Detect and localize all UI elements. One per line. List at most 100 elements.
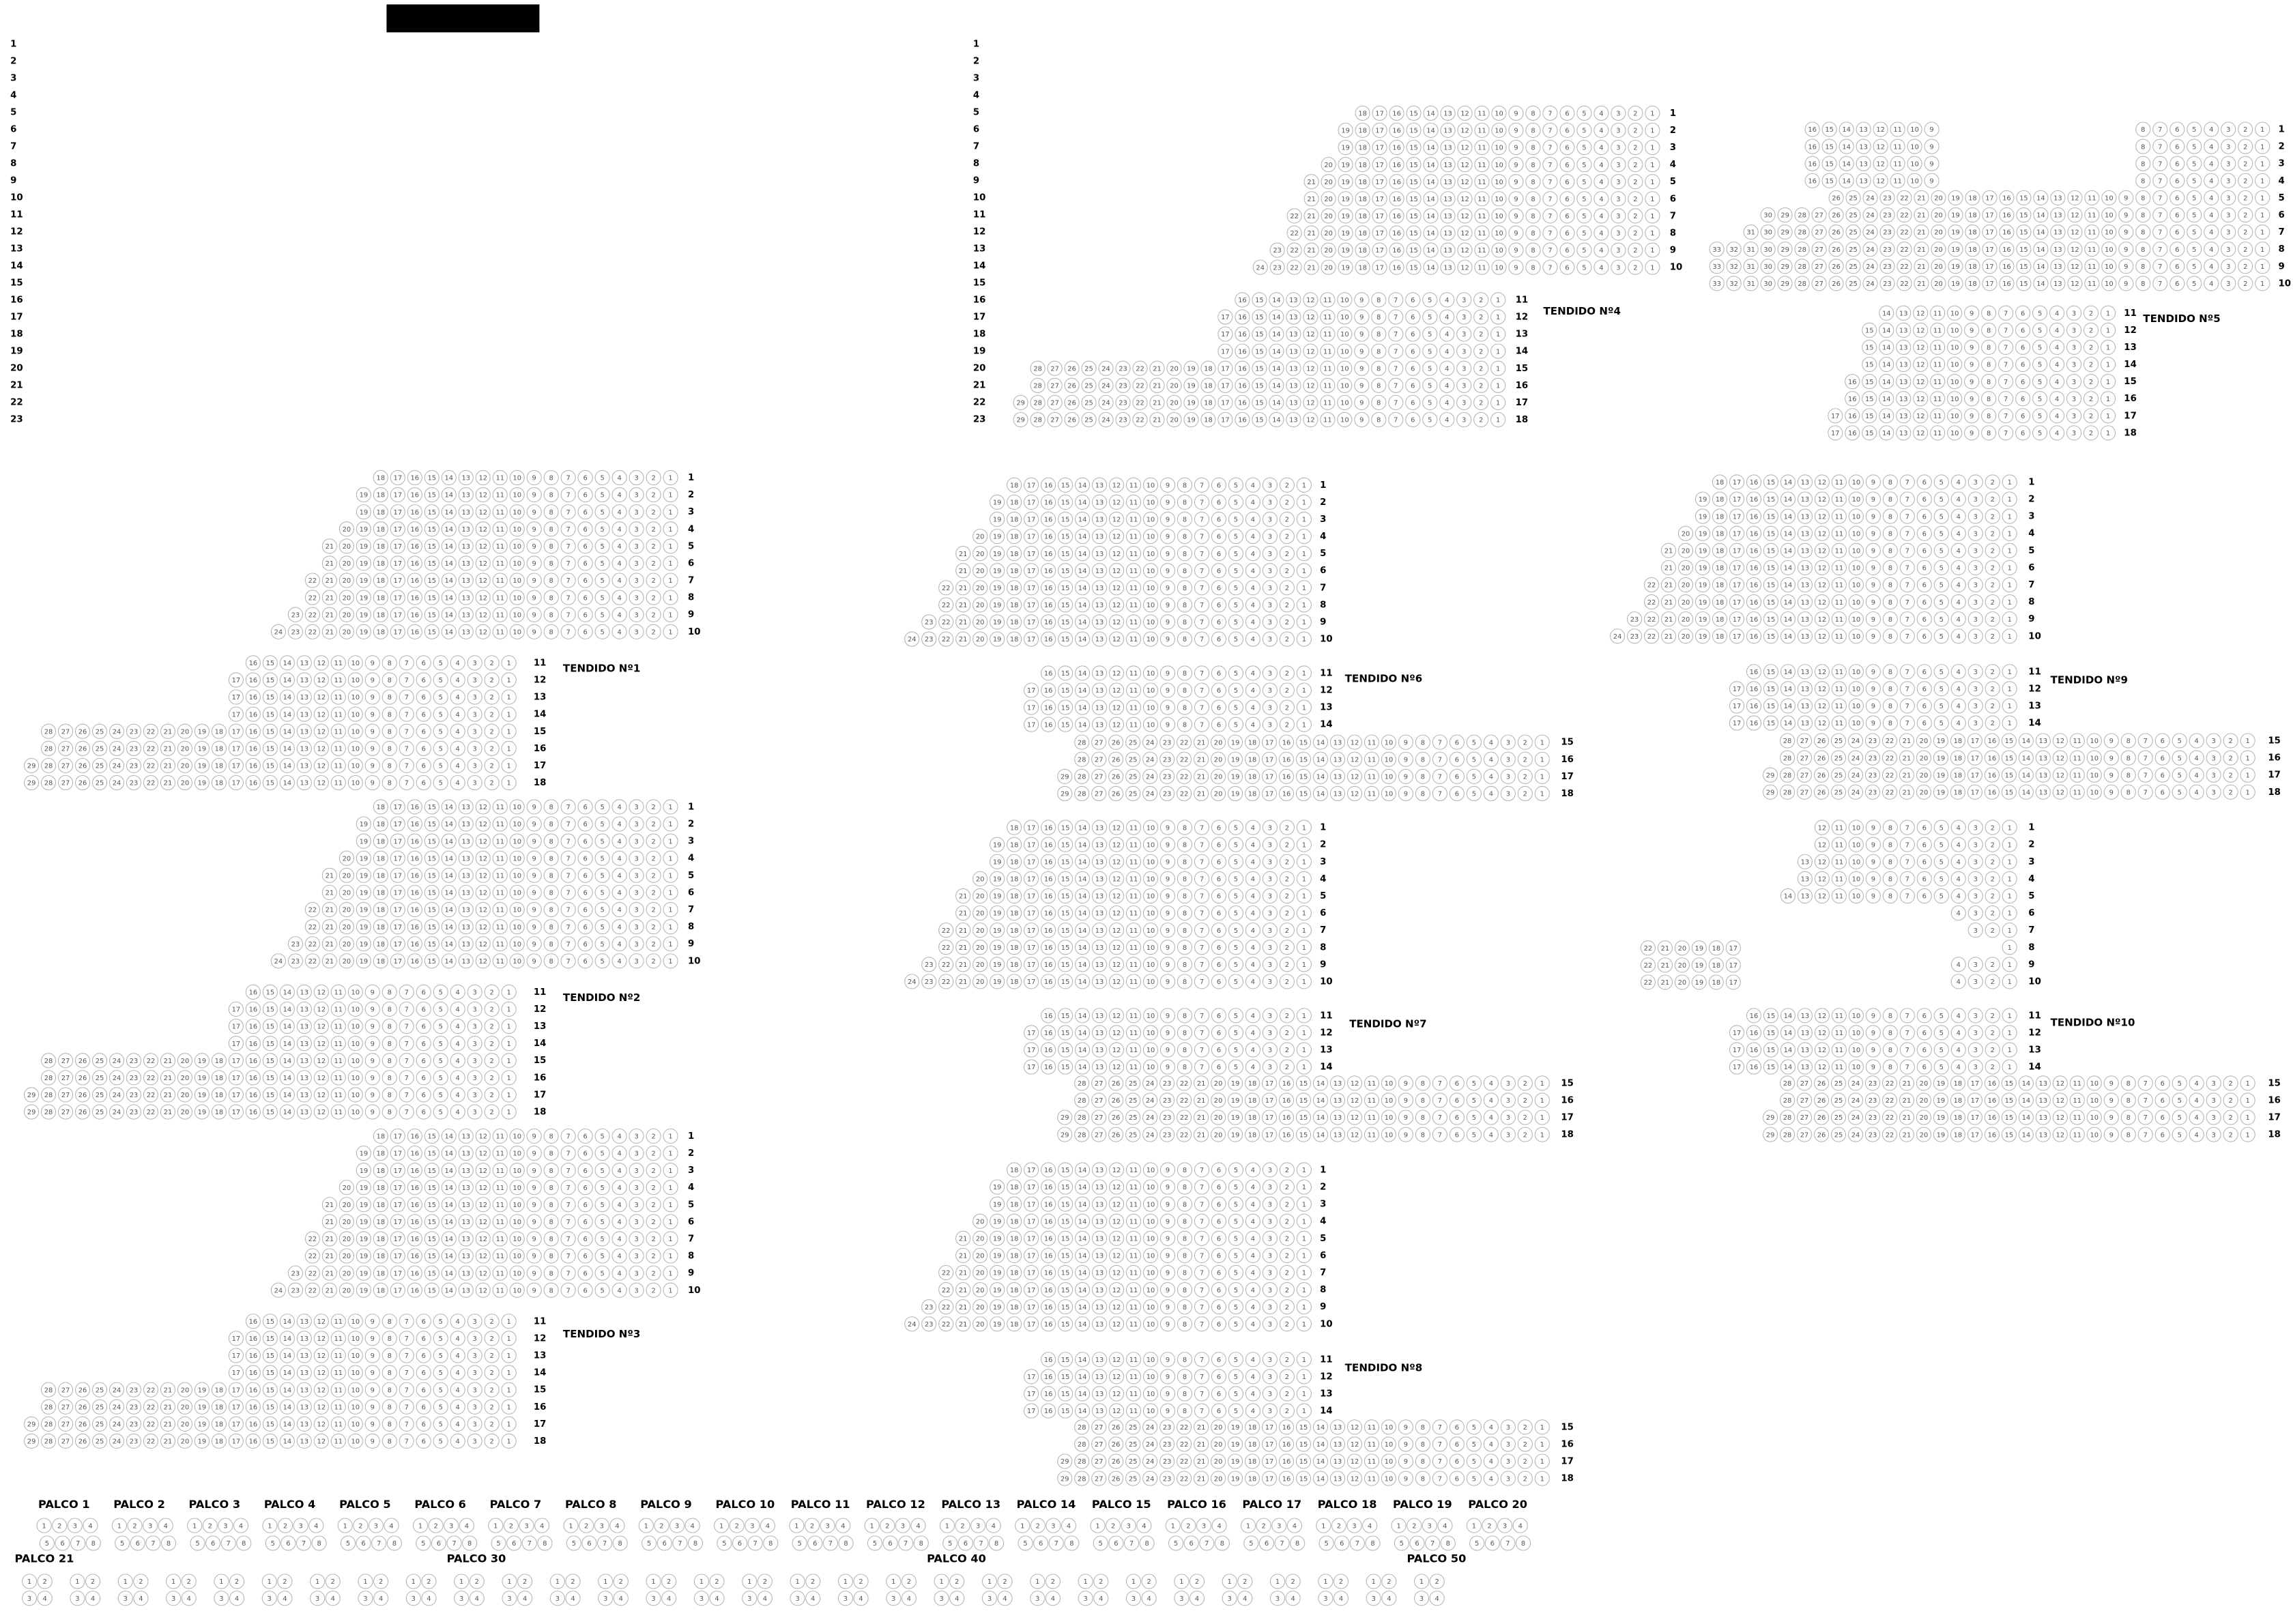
seat-number[interactable]: 6 bbox=[583, 1270, 588, 1277]
seat-number[interactable]: 2 bbox=[2243, 246, 2247, 254]
seat-number[interactable]: 5 bbox=[1234, 585, 1238, 592]
seat-number[interactable]: 8 bbox=[549, 872, 553, 880]
seat-number[interactable]: 6 bbox=[422, 1075, 426, 1082]
seat-number[interactable]: 10 bbox=[513, 907, 521, 914]
seat-number[interactable]: 25 bbox=[1849, 263, 1858, 271]
seat-number[interactable]: 5 bbox=[600, 1287, 604, 1294]
seat-number[interactable]: 10 bbox=[1495, 213, 1503, 220]
seat-number[interactable]: 25 bbox=[96, 1421, 104, 1429]
seat-number[interactable]: 25 bbox=[96, 728, 104, 736]
seat-number[interactable]: 12 bbox=[1460, 213, 1469, 220]
seat-number[interactable]: 15 bbox=[1825, 126, 1834, 134]
seat-number[interactable]: 3 bbox=[473, 1387, 477, 1394]
seat-number[interactable]: 2 bbox=[2243, 143, 2247, 151]
seat-number[interactable]: 16 bbox=[1392, 110, 1401, 117]
seat-number[interactable]: 7 bbox=[405, 1421, 409, 1429]
seat-number[interactable]: 12 bbox=[317, 1006, 326, 1014]
seat-number[interactable]: 22 bbox=[308, 1253, 317, 1260]
seat-number[interactable]: 7 bbox=[1394, 400, 1398, 407]
seat-number[interactable]: 10 bbox=[1495, 196, 1503, 203]
seat-number[interactable]: 13 bbox=[461, 924, 470, 931]
seat-number[interactable]: 4 bbox=[456, 660, 460, 667]
seat-number[interactable]: 10 bbox=[1146, 619, 1155, 626]
seat-number[interactable]: 7 bbox=[1394, 417, 1398, 424]
seat-number[interactable]: 17 bbox=[1221, 382, 1230, 390]
seat-number[interactable]: 23 bbox=[1163, 756, 1172, 764]
seat-number[interactable]: 7 bbox=[1394, 297, 1398, 304]
seat-number[interactable]: 21 bbox=[959, 619, 968, 626]
seat-number[interactable]: 2 bbox=[651, 611, 655, 619]
seat-number[interactable]: 1 bbox=[1302, 517, 1306, 524]
seat-number[interactable]: 18 bbox=[377, 1168, 386, 1175]
seat-number[interactable]: 23 bbox=[1119, 400, 1127, 407]
seat-number[interactable]: 16 bbox=[1808, 126, 1817, 134]
seat-number[interactable]: 2 bbox=[490, 728, 494, 736]
seat-number[interactable]: 20 bbox=[1324, 196, 1333, 203]
seat-number[interactable]: 26 bbox=[1832, 263, 1841, 271]
seat-number[interactable]: 9 bbox=[532, 890, 536, 897]
seat-number[interactable]: 13 bbox=[461, 475, 470, 482]
seat-number[interactable]: 15 bbox=[1255, 400, 1264, 407]
seat-number[interactable]: 21 bbox=[959, 585, 968, 592]
seat-number[interactable]: 28 bbox=[1033, 400, 1042, 407]
seat-number[interactable]: 28 bbox=[44, 1404, 53, 1411]
seat-number[interactable]: 7 bbox=[566, 594, 571, 602]
seat-number[interactable]: 18 bbox=[377, 560, 386, 568]
seat-number[interactable]: 3 bbox=[634, 821, 638, 828]
seat-number[interactable]: 3 bbox=[634, 475, 638, 482]
seat-number[interactable]: 1 bbox=[668, 872, 672, 880]
seat-number[interactable]: 9 bbox=[371, 763, 375, 770]
seat-number[interactable]: 3 bbox=[1616, 264, 1620, 272]
seat-number[interactable]: 19 bbox=[1951, 195, 1960, 203]
seat-number[interactable]: 17 bbox=[232, 1438, 241, 1446]
seat-number[interactable]: 7 bbox=[566, 804, 571, 811]
seat-number[interactable]: 9 bbox=[371, 1109, 375, 1116]
seat-number[interactable]: 3 bbox=[634, 907, 638, 914]
seat-number[interactable]: 3 bbox=[473, 1024, 477, 1031]
seat-number[interactable]: 17 bbox=[394, 1168, 403, 1175]
seat-number[interactable]: 12 bbox=[478, 1202, 487, 1209]
seat-number[interactable]: 6 bbox=[422, 1092, 426, 1099]
seat-number[interactable]: 16 bbox=[1282, 739, 1291, 746]
seat-number[interactable]: 2 bbox=[2089, 345, 2093, 352]
seat-number[interactable]: 4 bbox=[617, 1185, 621, 1192]
seat-number[interactable]: 8 bbox=[388, 1335, 392, 1343]
seat-number[interactable]: 12 bbox=[1112, 499, 1121, 507]
seat-number[interactable]: 9 bbox=[1359, 382, 1364, 390]
seat-number[interactable]: 10 bbox=[513, 821, 521, 828]
seat-number[interactable]: 23 bbox=[130, 1387, 139, 1394]
seat-number[interactable]: 9 bbox=[532, 1133, 536, 1141]
seat-number[interactable]: 17 bbox=[1375, 230, 1384, 237]
seat-number[interactable]: 16 bbox=[411, 492, 420, 499]
seat-number[interactable]: 4 bbox=[1251, 534, 1255, 541]
seat-number[interactable]: 15 bbox=[266, 694, 275, 701]
seat-number[interactable]: 15 bbox=[266, 1075, 275, 1082]
seat-number[interactable]: 5 bbox=[439, 1058, 443, 1065]
seat-number[interactable]: 9 bbox=[1970, 430, 1974, 437]
seat-number[interactable]: 11 bbox=[2088, 195, 2096, 203]
seat-number[interactable]: 11 bbox=[1129, 551, 1138, 558]
seat-number[interactable]: 15 bbox=[1865, 362, 1874, 369]
seat-number[interactable]: 11 bbox=[334, 1092, 343, 1099]
seat-number[interactable]: 2 bbox=[651, 1202, 655, 1209]
seat-number[interactable]: 19 bbox=[360, 1287, 369, 1294]
seat-number[interactable]: 3 bbox=[634, 1150, 638, 1158]
seat-number[interactable]: 17 bbox=[1985, 263, 1994, 271]
seat-number[interactable]: 10 bbox=[1146, 482, 1155, 489]
seat-number[interactable]: 3 bbox=[2072, 328, 2076, 335]
seat-number[interactable]: 3 bbox=[473, 1404, 477, 1411]
seat-number[interactable]: 6 bbox=[583, 475, 588, 482]
seat-number[interactable]: 20 bbox=[1214, 756, 1223, 764]
seat-number[interactable]: 21 bbox=[959, 636, 968, 643]
seat-number[interactable]: 19 bbox=[198, 1404, 207, 1411]
seat-number[interactable]: 14 bbox=[1316, 791, 1325, 798]
seat-number[interactable]: 10 bbox=[351, 1421, 360, 1429]
seat-number[interactable]: 7 bbox=[566, 1287, 571, 1294]
seat-number[interactable]: 19 bbox=[993, 893, 1002, 901]
seat[interactable] bbox=[390, 487, 405, 503]
seat-number[interactable]: 3 bbox=[634, 958, 638, 966]
seat-number[interactable]: 3 bbox=[473, 1006, 477, 1014]
seat-number[interactable]: 10 bbox=[513, 855, 521, 862]
seat-number[interactable]: 6 bbox=[1217, 499, 1221, 507]
seat-number[interactable]: 20 bbox=[343, 890, 351, 897]
